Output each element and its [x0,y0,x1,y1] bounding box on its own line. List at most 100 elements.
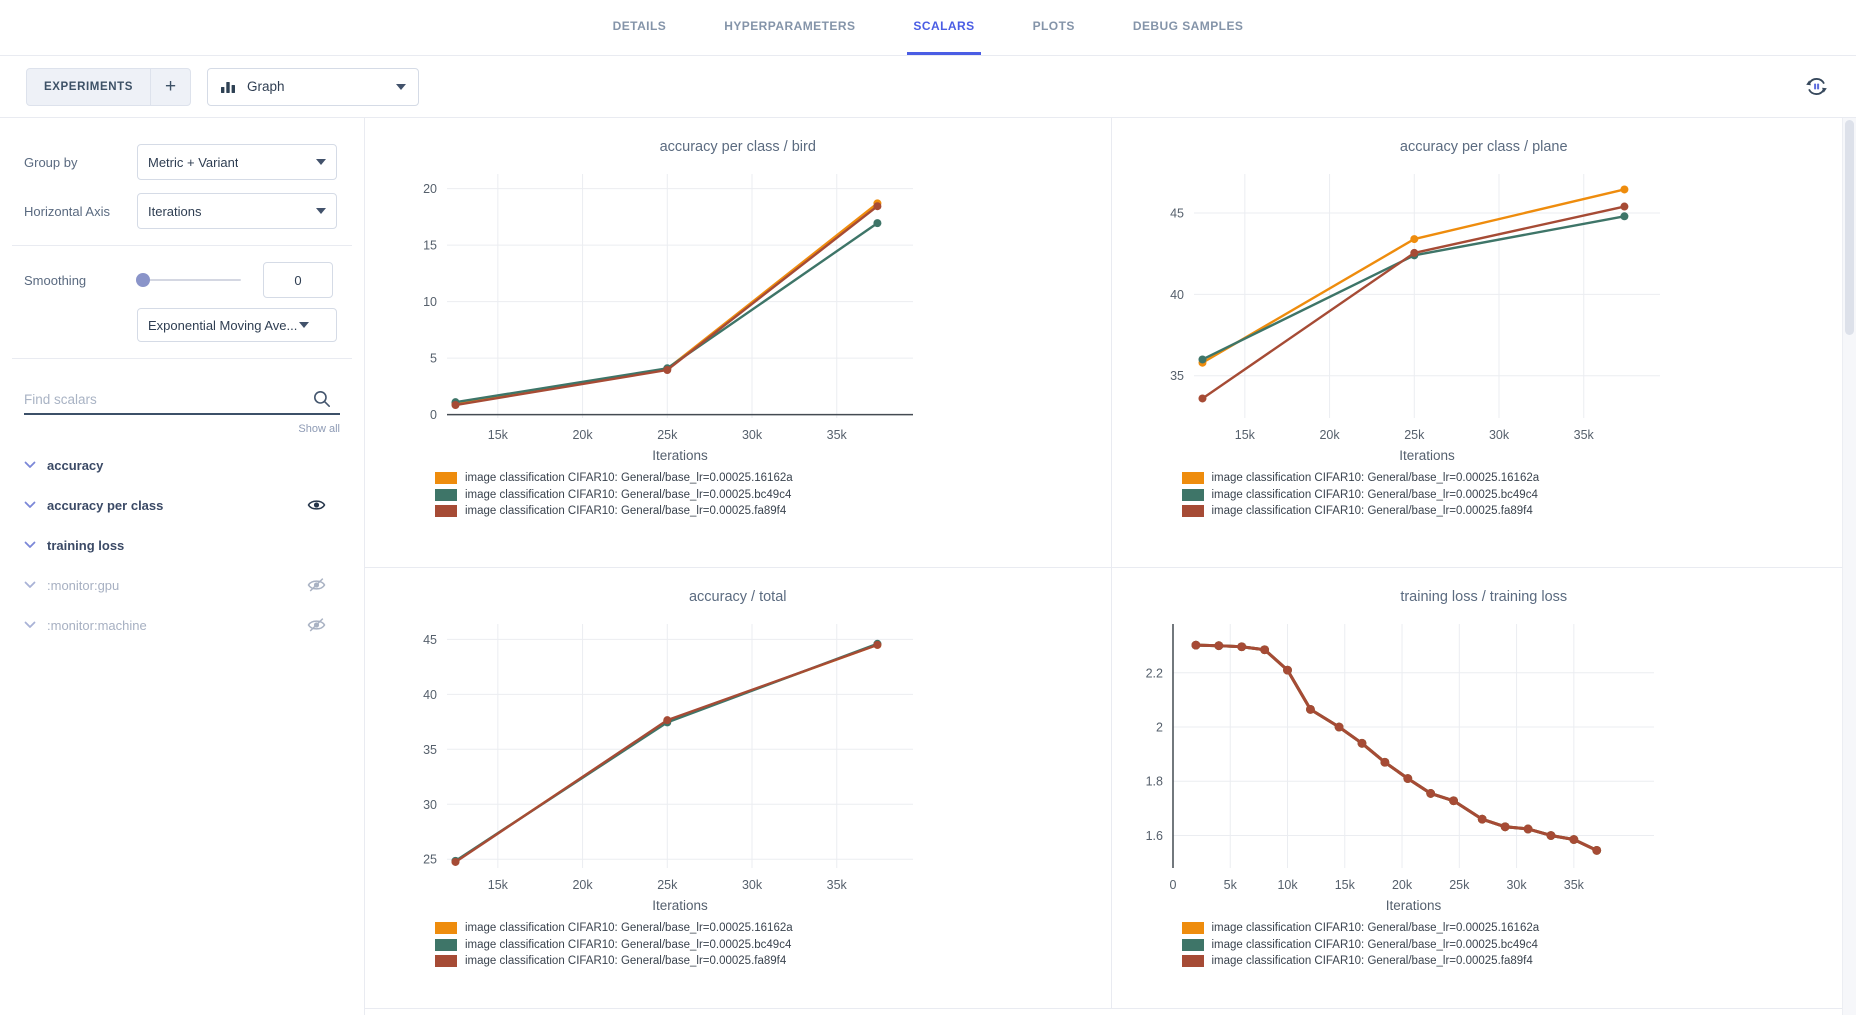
smoothing-slider[interactable] [136,273,241,287]
legend-item[interactable]: image classification CIFAR10: General/ba… [1181,937,1856,954]
chart-legend: image classification CIFAR10: General/ba… [1181,470,1856,520]
svg-text:25: 25 [423,853,437,867]
eye-off-icon[interactable] [307,577,326,593]
tab-details[interactable]: DETAILS [612,19,667,33]
chart-panel-accuracy-per-class-plane: accuracy per class / plane 35 40 45 15k 20k 25… [1110,118,1856,567]
chevron-down-icon[interactable] [24,581,36,589]
auto-refresh-button[interactable] [1803,73,1830,100]
svg-text:10: 10 [423,295,437,309]
legend-item[interactable]: image classification CIFAR10: General/ba… [1181,470,1856,487]
caret-down-icon [396,83,407,90]
view-type-value: Graph [247,79,285,94]
tab-scalars[interactable]: SCALARS [907,0,981,55]
caret-down-icon [299,322,310,328]
smoothing-value-input[interactable] [263,262,333,298]
smoothing-method-value: Exponential Moving Ave... [148,317,298,333]
caret-down-icon [316,159,326,165]
horizontal-axis-label: Horizontal Axis [24,203,110,219]
tab-hyperparameters[interactable]: HYPERPARAMETERS [724,19,856,33]
smoothing-method-select[interactable]: Exponential Moving Ave... [137,308,337,342]
legend-label: image classification CIFAR10: General/ba… [1211,955,1533,968]
sidebar-metric-training-loss[interactable]: training loss [0,525,364,565]
svg-text:30: 30 [423,798,437,812]
chevron-down-icon[interactable] [24,621,36,629]
legend-swatch [1181,938,1204,951]
chevron-down-icon[interactable] [24,541,36,549]
legend-item[interactable]: image classification CIFAR10: General/ba… [435,937,1111,954]
chart-title: accuracy per class / bird [659,139,816,155]
slider-thumb[interactable] [136,273,150,287]
eye-off-icon[interactable] [307,617,326,633]
svg-text:10k: 10k [1277,878,1298,892]
experiments-button[interactable]: EXPERIMENTS [44,80,134,93]
svg-text:1.6: 1.6 [1145,829,1162,843]
legend-item[interactable]: image classification CIFAR10: General/ba… [1181,920,1856,937]
chevron-down-icon[interactable] [24,501,36,509]
vertical-scrollbar[interactable] [1842,118,1856,1015]
sidebar-metric-accuracy[interactable]: accuracy [0,445,364,485]
sidebar-metric-monitor-machine[interactable]: :monitor:machine [0,605,364,645]
content: Group by Metric + Variant Horizontal Axi… [0,118,1856,1015]
group-by-select[interactable]: Metric + Variant [137,144,337,180]
chart-canvas[interactable]: 1.6 1.8 2 2.2 0 5k 10k 15k 20k 25k 30k 35k Iteration… [1118,616,1758,916]
legend-label: image classification CIFAR10: General/ba… [465,938,792,951]
show-all-link[interactable]: Show all [298,423,340,435]
tab-debug-samples[interactable]: DEBUG SAMPLES [1132,19,1244,33]
chart-legend: image classification CIFAR10: General/ba… [435,920,1111,970]
chart-title: accuracy per class / plane [1399,139,1568,155]
svg-text:5: 5 [430,352,437,366]
group-by-value: Metric + Variant [148,154,239,170]
svg-text:35k: 35k [1563,878,1584,892]
legend-item[interactable]: image classification CIFAR10: General/ba… [1181,953,1856,970]
legend-item[interactable]: image classification CIFAR10: General/ba… [435,920,1111,937]
chart-canvas[interactable]: 25 30 35 40 45 15k 20k 25k 30k 35k Iterations [371,616,1011,916]
metric-label: :monitor:machine [47,617,147,633]
svg-text:40: 40 [1170,288,1184,302]
bar-chart-icon [220,79,237,94]
svg-text:30k: 30k [742,428,763,442]
slider-track [137,279,241,281]
metric-label: accuracy [47,457,104,473]
legend-item[interactable]: image classification CIFAR10: General/ba… [1181,487,1856,504]
tab-plots[interactable]: PLOTS [1032,19,1075,33]
svg-text:25k: 25k [1449,878,1470,892]
svg-text:45: 45 [423,633,437,647]
legend-swatch [1181,488,1204,501]
eye-icon[interactable] [307,497,326,513]
legend-item[interactable]: image classification CIFAR10: General/ba… [435,470,1111,487]
search-icon[interactable] [312,389,332,414]
chart-canvas[interactable]: 35 40 45 15k 20k 25k 30k 35k Iterations [1118,166,1758,466]
svg-text:15k: 15k [488,428,509,442]
legend-item[interactable]: image classification CIFAR10: General/ba… [1181,503,1856,520]
metric-list: accuracy accuracy per class training los… [0,445,364,645]
chart-panel-accuracy-total: accuracy / total 25 30 35 40 45 15k 20k 25k 30k 35… [365,567,1111,1008]
sidebar-metric-accuracy-per-class[interactable]: accuracy per class [0,485,364,525]
legend-item[interactable]: image classification CIFAR10: General/ba… [435,487,1111,504]
horizontal-axis-select[interactable]: Iterations [137,193,337,229]
svg-text:20k: 20k [1319,428,1340,442]
svg-text:1.8: 1.8 [1145,775,1162,789]
group-by-label: Group by [24,154,78,170]
svg-text:2.2: 2.2 [1145,666,1162,680]
find-scalars-input[interactable] [24,385,340,415]
scrollbar-thumb[interactable] [1845,120,1854,335]
chevron-down-icon[interactable] [24,461,36,469]
legend-label: image classification CIFAR10: General/ba… [465,955,787,968]
sidebar-metric-monitor-gpu[interactable]: :monitor:gpu [0,565,364,605]
svg-text:35k: 35k [827,428,848,442]
chart-title: training loss / training loss [1400,589,1568,605]
legend-item[interactable]: image classification CIFAR10: General/ba… [435,953,1111,970]
view-type-select[interactable]: Graph [207,67,420,106]
add-experiment-button[interactable]: + [150,68,190,105]
legend-item[interactable]: image classification CIFAR10: General/ba… [435,503,1111,520]
legend-swatch [435,955,457,968]
chart-canvas[interactable]: 0 5 10 15 20 15k 20k 25k 30k 35k Iterations [371,166,1011,466]
svg-text:20k: 20k [572,878,593,892]
chart-panel-accuracy-per-class-bird: accuracy per class / bird 0 5 10 15 20 15k 20k 2… [365,118,1111,567]
tab-bar: DETAILS HYPERPARAMETERS SCALARS PLOTS DEBUG … [607,0,1250,55]
svg-text:30k: 30k [1488,428,1509,442]
horizontal-axis-value: Iterations [148,203,202,219]
svg-text:25k: 25k [1404,428,1425,442]
legend-label: image classification CIFAR10: General/ba… [1211,922,1540,935]
svg-text:35k: 35k [1573,428,1594,442]
